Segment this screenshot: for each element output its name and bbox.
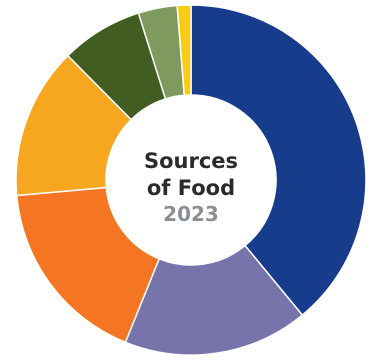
donut-slice-3	[15, 186, 161, 344]
donut-slice-7	[176, 4, 192, 97]
center-label: Sources of Food 2023	[111, 148, 271, 226]
donut-slice-1	[190, 4, 367, 317]
chart-title: Sources of Food	[143, 149, 239, 200]
chart-subtitle: 2023	[163, 202, 219, 226]
donut-slice-2	[124, 244, 304, 356]
